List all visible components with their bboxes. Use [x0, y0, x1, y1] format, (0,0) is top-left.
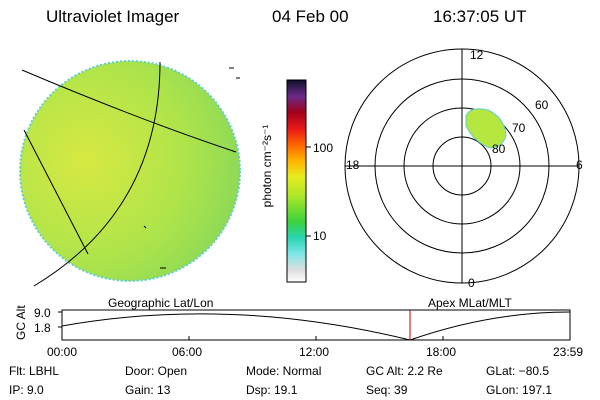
- timeline-xtick-1200: 12:00: [299, 345, 330, 359]
- mode-status: Mode: Normal: [246, 364, 322, 378]
- timeline-left-label: Geographic Lat/Lon: [108, 296, 214, 310]
- dsp-status: Dsp: 19.1: [246, 383, 298, 397]
- mlt-label-6: 6: [576, 158, 583, 172]
- stray-pixels: [143, 67, 240, 269]
- colorbar-unit-label: photon cm⁻²s⁻¹: [260, 124, 274, 208]
- colorbar-tick-100: 100: [313, 141, 334, 155]
- timeline-ytick-9: 9.0: [34, 306, 51, 320]
- polar-plot: [344, 48, 580, 284]
- filter-status: Flt: LBHL: [9, 364, 60, 378]
- timeline-xtick-0600: 06:00: [172, 345, 203, 359]
- timeline-ytick-1-8: 1.8: [34, 321, 51, 335]
- color-scale-bar: [286, 79, 307, 283]
- instrument-title: Ultraviolet Imager: [46, 7, 180, 26]
- ip-status: IP: 9.0: [9, 383, 44, 397]
- auroral-oval-patch: [465, 108, 507, 149]
- colorbar-tick-10: 10: [313, 229, 327, 243]
- geo-grid-lines: [21, 61, 237, 287]
- door-status: Door: Open: [125, 364, 188, 378]
- timeline-axis-title: GC Alt: [14, 305, 28, 340]
- color-scale-ticks: [306, 146, 311, 237]
- timeline-frame: [61, 309, 571, 341]
- gain-status: Gain: 13: [125, 383, 171, 397]
- mlt-label-18: 18: [346, 158, 360, 172]
- timeline-xtick-1800: 18:00: [426, 345, 457, 359]
- time-label: 16:37:05 UT: [433, 7, 527, 26]
- mlt-label-0: 0: [468, 276, 475, 290]
- glat-status: GLat: −80.5: [486, 364, 550, 378]
- timeline-xtick-0000: 00:00: [47, 345, 78, 359]
- timeline-ticks: [58, 311, 444, 340]
- glon-status: GLon: 197.1: [486, 383, 553, 397]
- lat-label-80: 80: [492, 142, 506, 156]
- altitude-curve: [61, 311, 571, 341]
- date-label: 04 Feb 00: [272, 7, 349, 26]
- lat-label-60: 60: [535, 98, 549, 112]
- uv-image-disk: [19, 60, 241, 282]
- timeline-xtick-2359: 23:59: [553, 345, 584, 359]
- gc-alt-status: GC Alt: 2.2 Re: [366, 364, 443, 378]
- timeline-right-label: Apex MLat/MLT: [428, 296, 512, 310]
- seq-status: Seq: 39: [366, 383, 408, 397]
- lat-label-70: 70: [512, 121, 526, 135]
- mlt-label-12: 12: [470, 48, 484, 62]
